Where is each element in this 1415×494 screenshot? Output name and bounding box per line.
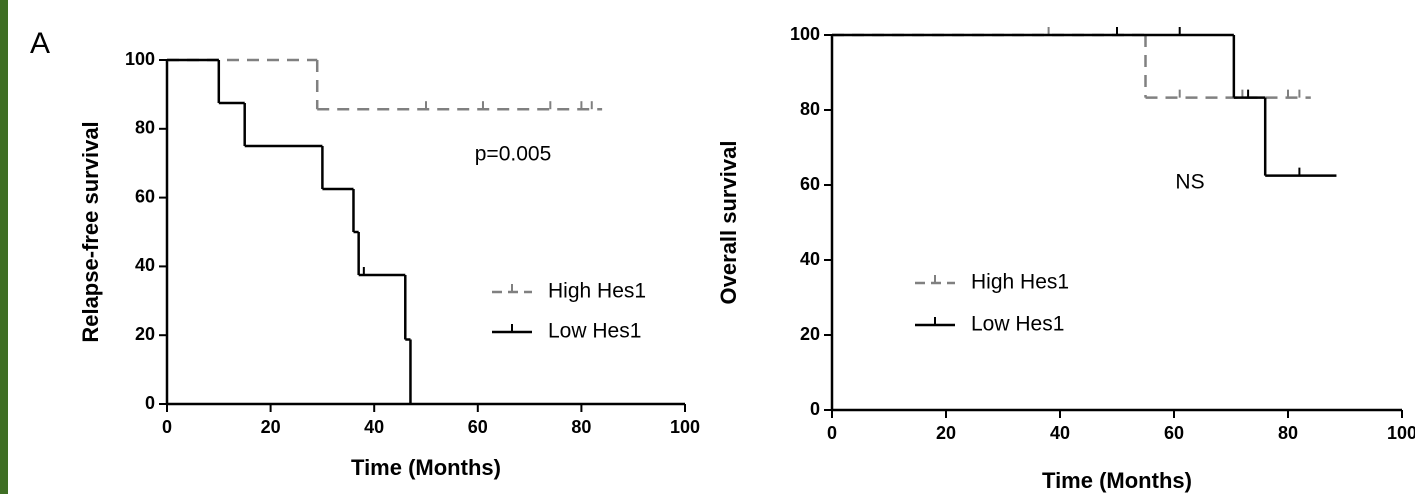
legend-entry: High Hes1 <box>492 280 646 303</box>
x-tick-label: 100 <box>670 417 700 437</box>
x-tick-label: 60 <box>1164 423 1184 443</box>
x-tick-label: 0 <box>162 417 172 437</box>
x-tick-label: 80 <box>571 417 591 437</box>
x-tick-label: 40 <box>364 417 384 437</box>
x-tick-label: 20 <box>261 417 281 437</box>
x-tick-label: 80 <box>1278 423 1298 443</box>
chart: 0 20 40 60 80 100 0 20 40 60 80 100 Relapse-free sur… <box>30 27 700 480</box>
y-tick-label: 100 <box>790 24 820 44</box>
y-axis-label: Overall survival <box>716 141 741 305</box>
y-tick-label: 0 <box>145 393 155 413</box>
annotation: NS <box>1175 171 1204 194</box>
legend-entry: Low Hes1 <box>915 313 1064 336</box>
x-tick-label: 20 <box>936 423 956 443</box>
legend-label: Low Hes1 <box>971 313 1064 336</box>
y-tick-label: 20 <box>135 324 155 344</box>
y-tick-label: 100 <box>125 49 155 69</box>
x-axis-label: Time (Months) <box>351 455 501 480</box>
legend-entry: Low Hes1 <box>492 320 641 343</box>
y-tick-label: 40 <box>800 249 820 269</box>
x-tick-label: 40 <box>1050 423 1070 443</box>
x-tick-label: 0 <box>827 423 837 443</box>
y-tick-label: 60 <box>135 186 155 206</box>
y-tick-label: 80 <box>800 99 820 119</box>
legend-label: Low Hes1 <box>548 320 641 343</box>
panel-label: A <box>30 27 50 60</box>
y-tick-label: 80 <box>135 118 155 138</box>
y-tick-label: 0 <box>810 399 820 419</box>
x-axis-label: Time (Months) <box>1042 468 1192 493</box>
y-tick-label: 20 <box>800 324 820 344</box>
x-tick-label: 100 <box>1387 423 1415 443</box>
legend-entry: High Hes1 <box>915 271 1069 294</box>
border-stripe <box>0 0 8 494</box>
chart: 0 20 40 60 80 100 0 20 40 60 80 100 Overall survival… <box>716 24 1415 493</box>
annotation: p=0.005 <box>475 143 552 166</box>
legend-label: High Hes1 <box>971 271 1069 294</box>
x-tick-label: 60 <box>468 417 488 437</box>
y-tick-label: 60 <box>800 174 820 194</box>
legend-label: High Hes1 <box>548 280 646 303</box>
y-tick-label: 40 <box>135 255 155 275</box>
y-axis-label: Relapse-free survival <box>78 121 103 342</box>
